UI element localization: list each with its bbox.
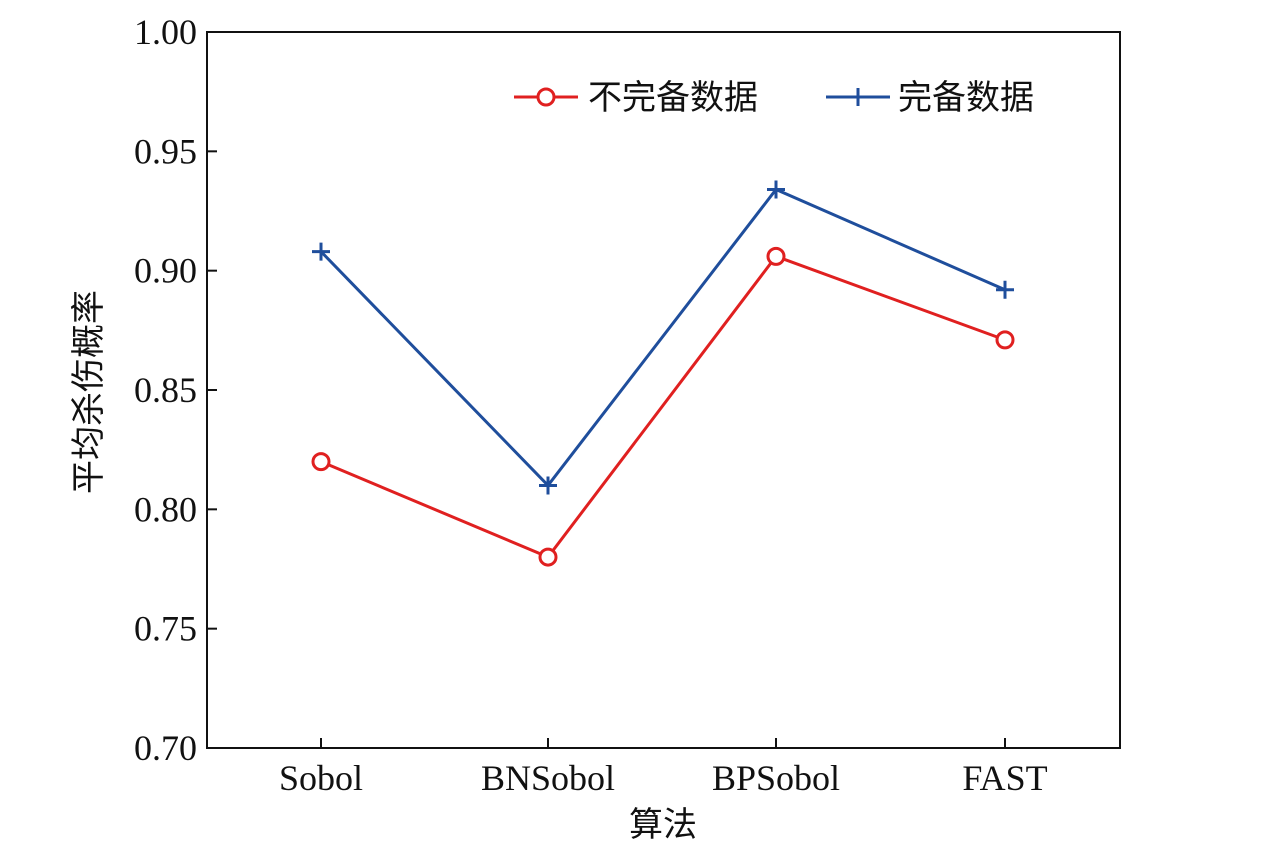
series-line	[319, 187, 1006, 488]
x-tick-label: BNSobol	[481, 758, 615, 798]
data-point	[767, 180, 785, 199]
y-axis-title: 平均杀伤概率	[69, 290, 109, 494]
legend-entry: 完备数据	[826, 78, 1034, 118]
data-point	[995, 330, 1015, 350]
plot-area-frame	[206, 31, 1121, 749]
series-layer	[311, 180, 1015, 567]
y-tick-label: 0.75	[134, 609, 197, 649]
data-point	[539, 476, 557, 495]
y-tick-label: 0.95	[134, 131, 197, 171]
series-2	[312, 180, 1014, 495]
y-axis: 0.70 0.75 0.80 0.85 0.90 0.95 1.00	[134, 12, 217, 768]
y-tick-label: 1.00	[134, 12, 197, 52]
data-point	[312, 242, 330, 261]
data-point	[311, 452, 331, 472]
legend: 不完备数据 完备数据	[514, 78, 1034, 118]
data-point	[996, 280, 1014, 299]
x-tick-label: FAST	[962, 758, 1047, 798]
legend-label: 不完备数据	[588, 78, 758, 118]
series-line	[320, 254, 1006, 559]
y-tick-label: 0.80	[134, 489, 197, 529]
y-tick-label: 0.90	[134, 251, 197, 291]
y-tick-label: 0.85	[134, 370, 197, 410]
y-tick-label: 0.70	[134, 728, 197, 768]
legend-marker	[849, 88, 867, 106]
legend-entry: 不完备数据	[514, 78, 758, 118]
data-point	[766, 246, 786, 266]
x-tick-label: Sobol	[279, 758, 363, 798]
x-axis-title: 算法	[629, 805, 697, 845]
legend-label: 完备数据	[898, 78, 1034, 118]
x-tick-label: BPSobol	[712, 758, 840, 798]
data-point	[538, 547, 558, 567]
x-axis: Sobol BNSobol BPSobol FAST	[279, 738, 1048, 798]
series-1	[311, 246, 1015, 567]
legend-marker	[536, 87, 556, 107]
